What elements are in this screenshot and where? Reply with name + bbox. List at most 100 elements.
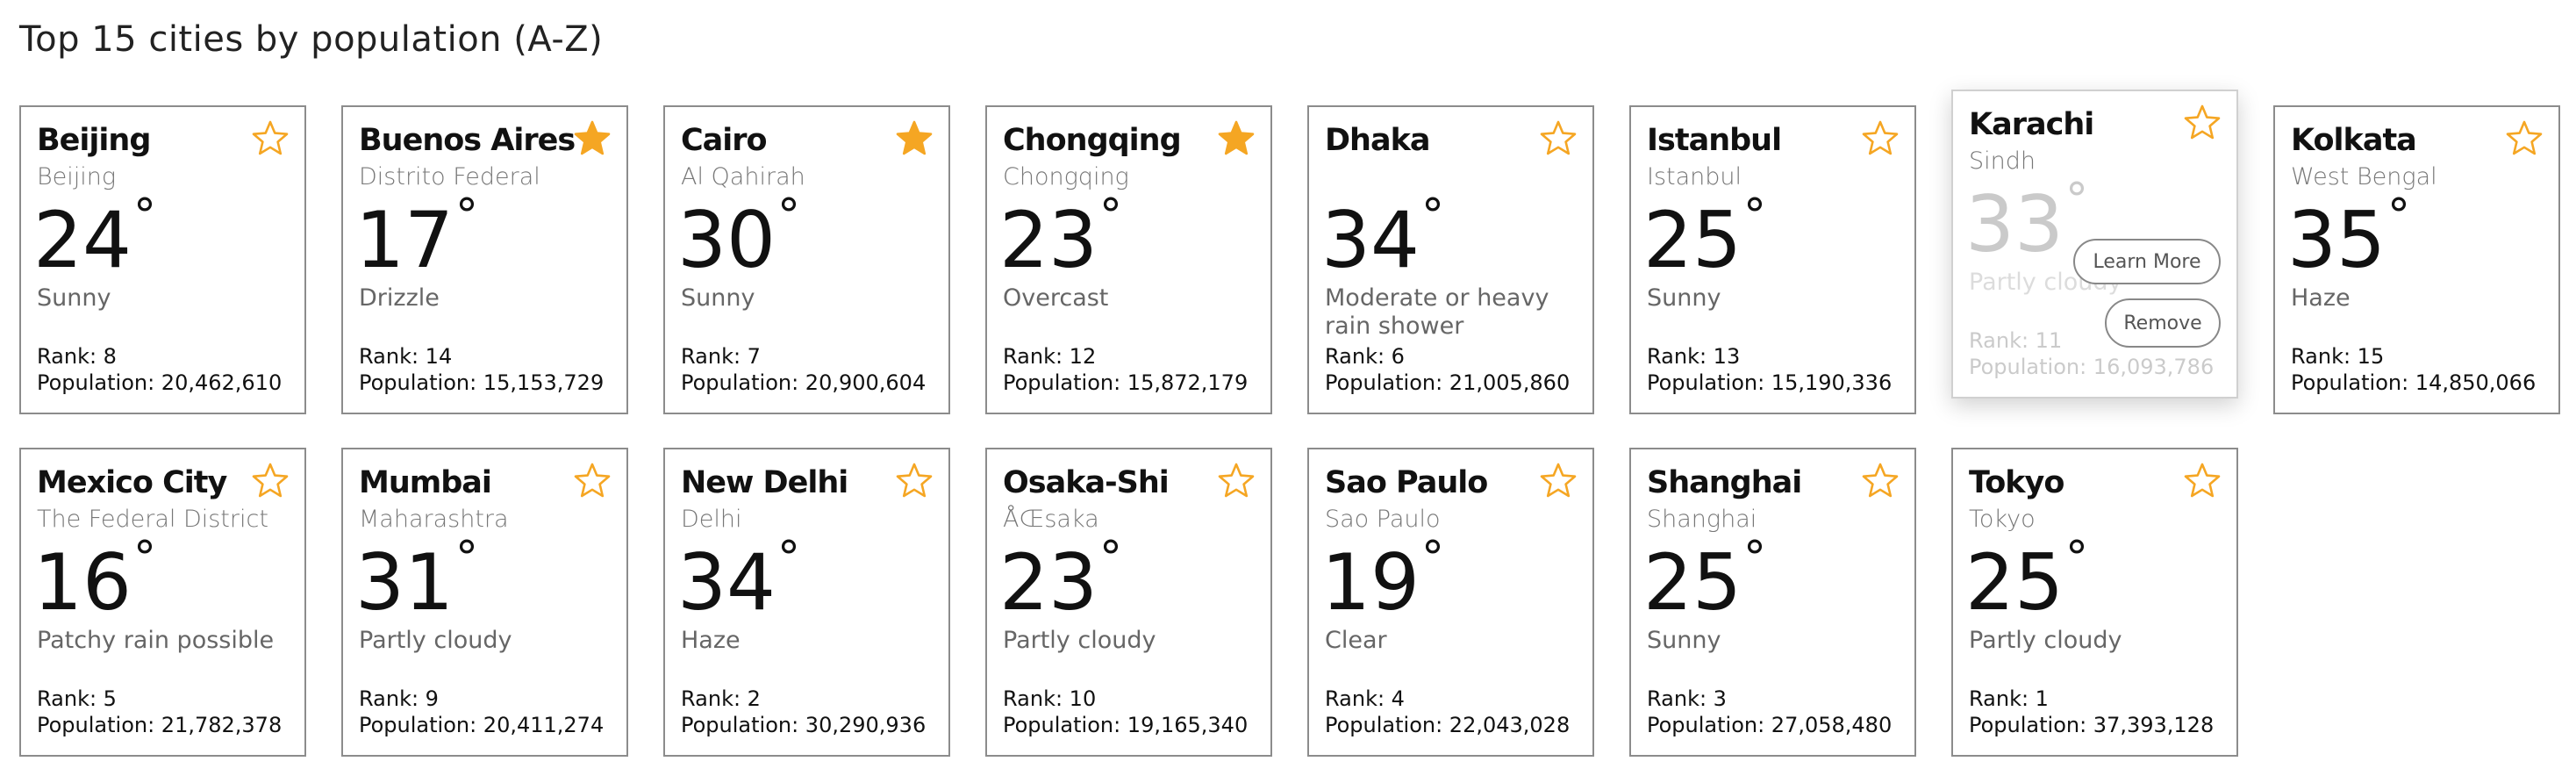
city-name: Sao Paulo bbox=[1325, 465, 1488, 500]
city-card-kolkata[interactable]: Kolkata West Bengal 35 ° Haze Rank: 15 Populat… bbox=[2273, 105, 2560, 414]
rank-text: Rank: 15 bbox=[2291, 344, 2385, 369]
city-name: Cairo bbox=[681, 123, 768, 158]
population-text: Population: 16,093,786 bbox=[1969, 355, 2215, 379]
temperature: 25 ° bbox=[1643, 535, 1766, 621]
city-name: Tokyo bbox=[1969, 465, 2064, 500]
rank-text: Rank: 7 bbox=[681, 344, 761, 369]
temperature-value: 34 bbox=[677, 537, 776, 628]
temperature-value: 30 bbox=[677, 195, 776, 285]
population-text: Population: 15,190,336 bbox=[1647, 370, 1893, 395]
temperature-value: 23 bbox=[999, 195, 1098, 285]
star-outline-icon[interactable] bbox=[1540, 462, 1577, 499]
learn-more-button[interactable]: Learn More bbox=[2073, 239, 2221, 284]
star-filled-icon[interactable] bbox=[896, 119, 933, 156]
city-card-shanghai[interactable]: Shanghai Shanghai 25 ° Sunny Rank: 3 Populatio… bbox=[1629, 448, 1916, 757]
degree-symbol: ° bbox=[132, 190, 156, 242]
weather-condition: Haze bbox=[2291, 284, 2351, 312]
rank-text: Rank: 9 bbox=[359, 686, 439, 711]
weather-condition: Sunny bbox=[681, 284, 755, 312]
population-text: Population: 37,393,128 bbox=[1969, 713, 2215, 737]
temperature: 33 ° bbox=[1965, 177, 2088, 263]
city-name: Shanghai bbox=[1647, 465, 1802, 500]
degree-symbol: ° bbox=[454, 190, 478, 242]
rank-text: Rank: 1 bbox=[1969, 686, 2049, 711]
city-name: Karachi bbox=[1969, 107, 2094, 142]
population-text: Population: 20,462,610 bbox=[37, 370, 283, 395]
city-card-istanbul[interactable]: Istanbul Istanbul 25 ° Sunny Rank: 13 Populati… bbox=[1629, 105, 1916, 414]
rank-text: Rank: 6 bbox=[1325, 344, 1405, 369]
star-outline-icon[interactable] bbox=[252, 119, 289, 156]
city-card-beijing[interactable]: Beijing Beijing 24 ° Sunny Rank: 8 Population:… bbox=[19, 105, 306, 414]
weather-condition: Partly cloudy bbox=[359, 627, 512, 654]
city-card-tokyo[interactable]: Tokyo Tokyo 25 ° Partly cloudy Rank: 1 Populat… bbox=[1951, 448, 2238, 757]
star-outline-icon[interactable] bbox=[1218, 462, 1255, 499]
temperature: 31 ° bbox=[355, 535, 478, 621]
population-text: Population: 21,005,860 bbox=[1325, 370, 1571, 395]
city-region: Distrito Federal bbox=[359, 163, 540, 190]
temperature-value: 17 bbox=[355, 195, 454, 285]
city-name: Dhaka bbox=[1325, 123, 1430, 158]
weather-condition: Sunny bbox=[1647, 284, 1721, 312]
degree-symbol: ° bbox=[2064, 532, 2088, 585]
page-title: Top 15 cities by population (A-Z) bbox=[19, 19, 604, 60]
star-outline-icon[interactable] bbox=[1862, 119, 1899, 156]
star-outline-icon[interactable] bbox=[1862, 462, 1899, 499]
city-card-mumbai[interactable]: Mumbai Maharashtra 31 ° Partly cloudy Rank: 9… bbox=[341, 448, 628, 757]
weather-condition: Partly cloudy bbox=[1969, 627, 2122, 654]
city-card-sao-paulo[interactable]: Sao Paulo Sao Paulo 19 ° Clear Rank: 4 Populat… bbox=[1307, 448, 1594, 757]
population-text: Population: 15,153,729 bbox=[359, 370, 605, 395]
temperature-value: 33 bbox=[1965, 179, 2064, 269]
degree-symbol: ° bbox=[1098, 190, 1122, 242]
temperature: 30 ° bbox=[677, 193, 800, 279]
weather-condition: Drizzle bbox=[359, 284, 440, 312]
rank-text: Rank: 8 bbox=[37, 344, 117, 369]
weather-condition: Overcast bbox=[1003, 284, 1109, 312]
city-card-mexico-city[interactable]: Mexico City The Federal District 16 ° Patchy… bbox=[19, 448, 306, 757]
city-region: Tokyo bbox=[1969, 506, 2036, 533]
temperature-value: 23 bbox=[999, 537, 1098, 628]
temperature: 24 ° bbox=[33, 193, 156, 279]
city-card-dhaka[interactable]: Dhaka 34 ° Moderate or heavy rain shower Ran… bbox=[1307, 105, 1594, 414]
rank-text: Rank: 4 bbox=[1325, 686, 1405, 711]
city-region: Maharashtra bbox=[359, 506, 509, 533]
rank-text: Rank: 12 bbox=[1003, 344, 1097, 369]
city-card-karachi[interactable]: Karachi Sindh 33 ° Partly cloudy Rank: 11 Popu… bbox=[1951, 90, 2238, 399]
degree-symbol: ° bbox=[1420, 190, 1444, 242]
star-outline-icon[interactable] bbox=[2184, 104, 2221, 140]
degree-symbol: ° bbox=[132, 532, 156, 585]
temperature: 25 ° bbox=[1965, 535, 2088, 621]
temperature: 16 ° bbox=[33, 535, 156, 621]
city-card-new-delhi[interactable]: New Delhi Delhi 34 ° Haze Rank: 2 Population: … bbox=[663, 448, 950, 757]
star-outline-icon[interactable] bbox=[896, 462, 933, 499]
star-outline-icon[interactable] bbox=[1540, 119, 1577, 156]
temperature-value: 25 bbox=[1965, 537, 2064, 628]
city-card-osaka-shi[interactable]: Osaka-Shi ÅŒsaka 23 ° Partly cloudy Rank: 10 P… bbox=[985, 448, 1272, 757]
remove-button[interactable]: Remove bbox=[2105, 298, 2221, 348]
population-text: Population: 30,290,936 bbox=[681, 713, 927, 737]
weather-condition: Haze bbox=[681, 627, 741, 654]
star-outline-icon[interactable] bbox=[574, 462, 611, 499]
weather-condition: Partly cloudy bbox=[1003, 627, 1156, 654]
degree-symbol: ° bbox=[1742, 190, 1766, 242]
rank-text: Rank: 13 bbox=[1647, 344, 1741, 369]
city-card-chongqing[interactable]: Chongqing Chongqing 23 ° Overcast Rank: 12 Pop… bbox=[985, 105, 1272, 414]
temperature-value: 34 bbox=[1321, 195, 1420, 285]
star-outline-icon[interactable] bbox=[2184, 462, 2221, 499]
temperature-value: 25 bbox=[1643, 195, 1742, 285]
temperature-value: 24 bbox=[33, 195, 132, 285]
rank-text: Rank: 5 bbox=[37, 686, 117, 711]
degree-symbol: ° bbox=[1098, 532, 1122, 585]
rank-text: Rank: 10 bbox=[1003, 686, 1097, 711]
population-text: Population: 22,043,028 bbox=[1325, 713, 1571, 737]
degree-symbol: ° bbox=[1742, 532, 1766, 585]
rank-text: Rank: 3 bbox=[1647, 686, 1727, 711]
city-card-buenos-aires[interactable]: Buenos Aires Distrito Federal 17 ° Drizzle Ra… bbox=[341, 105, 628, 414]
city-card-cairo[interactable]: Cairo Al Qahirah 30 ° Sunny Rank: 7 Population… bbox=[663, 105, 950, 414]
star-filled-icon[interactable] bbox=[574, 119, 611, 156]
city-name: Istanbul bbox=[1647, 123, 1782, 158]
population-text: Population: 14,850,066 bbox=[2291, 370, 2537, 395]
star-filled-icon[interactable] bbox=[1218, 119, 1255, 156]
star-outline-icon[interactable] bbox=[2506, 119, 2543, 156]
star-outline-icon[interactable] bbox=[252, 462, 289, 499]
weather-condition: Sunny bbox=[37, 284, 111, 312]
